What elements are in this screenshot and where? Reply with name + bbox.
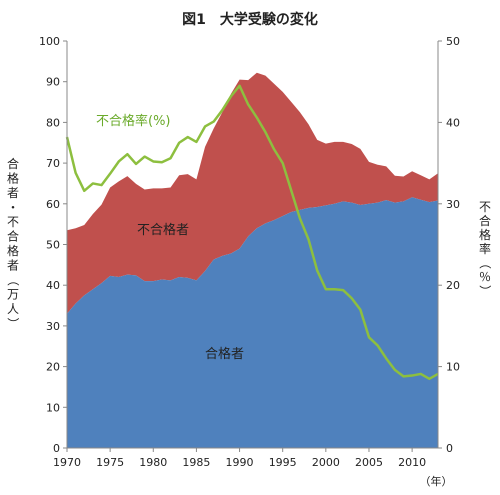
x-tick-label: 2010 (398, 456, 426, 469)
axis-label-char: 合 (7, 156, 19, 171)
axis-label-char: 不 (7, 215, 19, 229)
axis-label-char: 格 (479, 227, 491, 242)
axis-label-char: ％ (479, 270, 491, 284)
y-left-tick-label: 70 (46, 157, 60, 170)
chart-title: 図1 大学受験の変化 (182, 11, 318, 28)
y-axis-label-left: 合格者・不合格者（万人） (6, 156, 20, 330)
y-left-tick-label: 30 (46, 320, 60, 333)
axis-label-char: 者 (7, 259, 19, 273)
axis-label-char: 万 (7, 288, 19, 302)
axis-label-char: ） (478, 285, 492, 297)
axis-label-char: 率 (479, 241, 491, 256)
y-right-tick-label: 10 (446, 361, 460, 374)
y-left-tick-label: 40 (46, 279, 60, 292)
x-tick-label: 1985 (182, 456, 210, 469)
plot-lines (65, 84, 439, 381)
x-tick-label: 1990 (226, 456, 254, 469)
axis-label-char: 者 (7, 186, 19, 200)
axis-label-char: ） (6, 317, 20, 329)
y-left-tick-label: 20 (46, 361, 60, 374)
y-right-tick-label: 20 (446, 279, 460, 292)
x-tick-label: 2000 (312, 456, 340, 469)
y-right-tick-label: 0 (446, 442, 453, 455)
series-line-rejection-rate (65, 84, 439, 381)
y-left-tick-label: 10 (46, 401, 60, 414)
y-axis-label-right: 不合格率（％） (478, 200, 492, 297)
x-axis-label: （年） (420, 474, 453, 488)
annotation-passed: 合格者 (205, 346, 244, 362)
y-left-tick-label: 60 (46, 198, 60, 211)
y-left-tick-label: 90 (46, 76, 60, 89)
annotation-rejection-rate: 不合格率(%) (96, 113, 171, 129)
axis-label-char: 合 (479, 213, 491, 228)
axis-label-char: 人 (7, 302, 19, 316)
axis-label-char: 不 (479, 200, 491, 214)
series-area-rejected (67, 72, 438, 314)
y-left-tick-label: 0 (53, 442, 60, 455)
axis-label-char: 合 (7, 229, 19, 244)
x-tick-label: 1970 (53, 456, 81, 469)
y-right-tick-label: 40 (446, 116, 460, 129)
tick-labels: 0 10 20 30 40 50 60 70 80 90 100 0 10 20 30 40 50 1970 197… (39, 35, 460, 469)
y-right-tick-label: 30 (446, 198, 460, 211)
series-area-passed (67, 197, 438, 448)
y-left-tick-label: 50 (46, 239, 60, 252)
axis-label-char: 格 (7, 171, 19, 186)
x-tick-label: 1995 (269, 456, 297, 469)
axis-label-char: （ (478, 257, 492, 269)
x-tick-label: 1975 (96, 456, 124, 469)
y-left-tick-label: 100 (39, 35, 60, 48)
y-left-tick-label: 80 (46, 116, 60, 129)
x-tick-label: 2005 (355, 456, 383, 469)
y-right-tick-label: 50 (446, 35, 460, 48)
plot-areas (67, 72, 438, 448)
annotation-rejected: 不合格者 (137, 222, 189, 238)
x-tick-label: 1980 (139, 456, 167, 469)
axis-label-char: （ (6, 274, 20, 286)
axis-label-char: 格 (7, 243, 19, 258)
axis-label-char: ・ (7, 201, 19, 215)
